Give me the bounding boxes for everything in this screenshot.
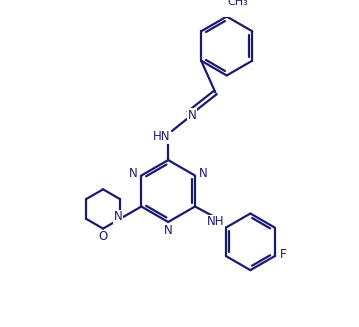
Text: F: F — [280, 248, 286, 261]
Text: HN: HN — [153, 130, 170, 143]
Text: N: N — [129, 167, 137, 180]
Text: N: N — [188, 109, 196, 122]
Text: O: O — [98, 231, 108, 243]
Text: NH: NH — [206, 215, 224, 229]
Text: N: N — [164, 224, 173, 237]
Text: CH₃: CH₃ — [227, 0, 248, 7]
Text: N: N — [199, 167, 208, 180]
Text: N: N — [114, 210, 122, 223]
